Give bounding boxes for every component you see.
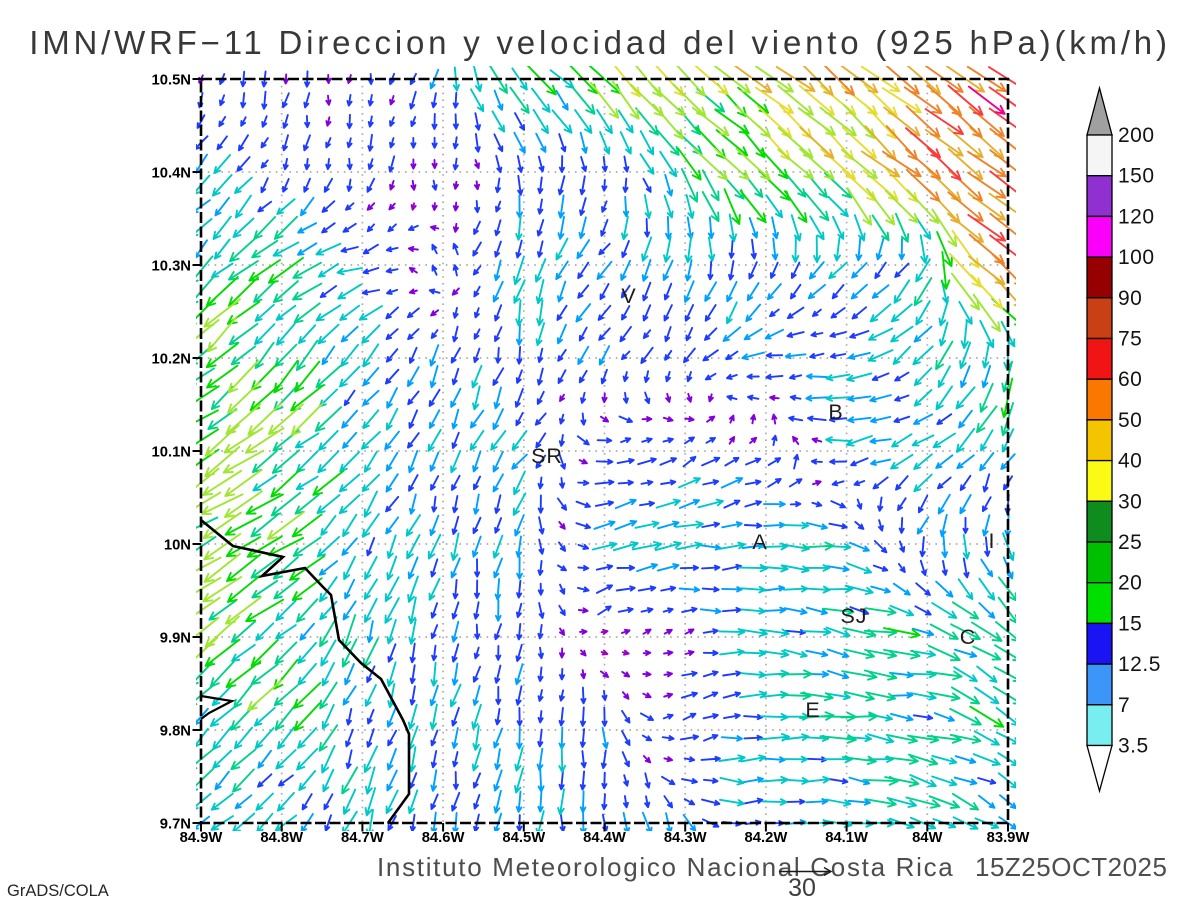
- svg-text:10.2N: 10.2N: [152, 352, 192, 368]
- svg-text:SR: SR: [531, 444, 563, 468]
- svg-text:40: 40: [1118, 450, 1142, 473]
- svg-text:10.5N: 10.5N: [152, 73, 192, 89]
- svg-text:C: C: [960, 625, 977, 649]
- svg-text:A: A: [752, 530, 767, 554]
- svg-text:120: 120: [1118, 205, 1155, 228]
- svg-text:84.4W: 84.4W: [583, 830, 626, 846]
- svg-text:15: 15: [1118, 612, 1142, 635]
- svg-text:84.7W: 84.7W: [341, 830, 384, 846]
- svg-text:B: B: [828, 400, 843, 424]
- svg-text:90: 90: [1118, 287, 1142, 310]
- svg-text:30: 30: [788, 874, 816, 900]
- svg-text:84.2W: 84.2W: [745, 830, 788, 846]
- svg-text:9.9N: 9.9N: [160, 631, 191, 647]
- svg-text:9.8N: 9.8N: [160, 724, 191, 740]
- svg-text:GrADS/COLA: GrADS/COLA: [7, 882, 109, 900]
- svg-text:I: I: [989, 529, 996, 553]
- svg-text:E: E: [805, 698, 820, 722]
- svg-text:IMN/WRF−11 Direccion y velocid: IMN/WRF−11 Direccion y velocidad del vie…: [29, 24, 1171, 61]
- svg-text:84.1W: 84.1W: [825, 830, 868, 846]
- svg-text:3.5: 3.5: [1118, 735, 1149, 758]
- svg-text:7: 7: [1118, 694, 1130, 717]
- svg-text:20: 20: [1118, 572, 1142, 595]
- svg-text:30: 30: [1118, 490, 1142, 513]
- svg-text:60: 60: [1118, 368, 1142, 391]
- svg-text:100: 100: [1118, 246, 1155, 269]
- svg-text:84.3W: 84.3W: [664, 830, 707, 846]
- svg-text:83.9W: 83.9W: [987, 830, 1030, 846]
- svg-text:15Z25OCT2025: 15Z25OCT2025: [975, 852, 1167, 882]
- svg-text:84.6W: 84.6W: [422, 830, 465, 846]
- svg-text:25: 25: [1118, 531, 1142, 554]
- svg-text:84.8W: 84.8W: [260, 830, 303, 846]
- svg-text:84W: 84W: [912, 830, 942, 846]
- svg-text:12.5: 12.5: [1118, 653, 1161, 676]
- svg-text:50: 50: [1118, 409, 1142, 432]
- svg-text:9.7N: 9.7N: [160, 817, 191, 833]
- svg-text:84.5W: 84.5W: [502, 830, 545, 846]
- svg-text:200: 200: [1118, 124, 1155, 147]
- svg-text:SJ: SJ: [840, 604, 867, 628]
- svg-text:10.1N: 10.1N: [152, 445, 192, 461]
- svg-text:84.9W: 84.9W: [180, 830, 223, 846]
- svg-text:150: 150: [1118, 165, 1155, 188]
- svg-text:75: 75: [1118, 328, 1142, 351]
- svg-text:Instituto Meteorologico Nacion: Instituto Meteorologico Nacional Costa R…: [377, 852, 954, 882]
- svg-text:10N: 10N: [164, 538, 191, 554]
- svg-text:10.3N: 10.3N: [152, 259, 192, 275]
- svg-text:V: V: [621, 284, 636, 308]
- svg-text:10.4N: 10.4N: [152, 166, 192, 182]
